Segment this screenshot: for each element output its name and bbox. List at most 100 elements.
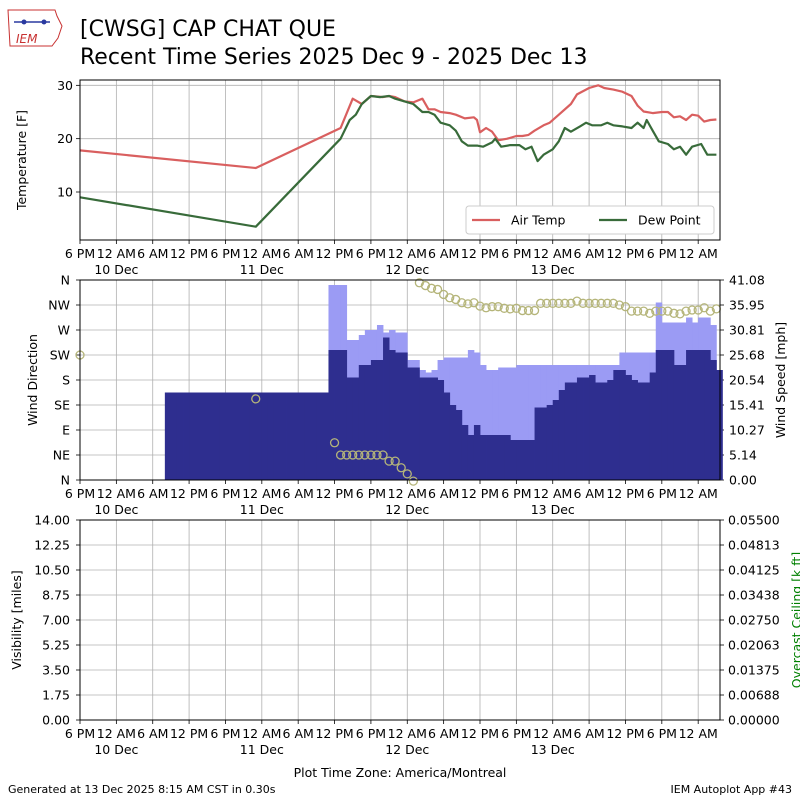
wind-direction-point <box>590 298 600 308</box>
wind-gust-bar <box>480 365 487 480</box>
wind-speed-bar <box>710 360 717 480</box>
temperature-plot-frame <box>79 79 721 241</box>
wind-direction-point <box>499 303 509 313</box>
x-tick-label: 6 AM <box>428 486 459 501</box>
wind-gust-bar <box>492 370 499 480</box>
ceiling-tick-label: 0.02063 <box>728 638 780 653</box>
wind-direction-point <box>426 283 437 293</box>
wind-speed-bar <box>395 352 402 480</box>
speed-tick-label: 5.14 <box>729 448 757 463</box>
x-date-label: 12 Dec <box>385 742 429 757</box>
wind-speed-bar <box>413 367 420 480</box>
wind-speed-bar <box>376 360 384 480</box>
wind-direction-point <box>705 306 715 316</box>
wind-gust-bar <box>510 367 517 480</box>
x-tick-label: 6 PM <box>65 726 95 741</box>
wind-speed-bar <box>431 377 438 480</box>
wind-direction-point <box>372 450 382 460</box>
wind-speed-bar <box>340 350 348 480</box>
x-tick-label: 12 AM <box>533 486 572 501</box>
x-tick-label: 12 PM <box>315 486 353 501</box>
x-tick-label: 12 AM <box>97 246 136 261</box>
wind-direction-point <box>578 298 588 308</box>
wind-direction-point <box>420 280 431 291</box>
visibility-tick-label: 7.00 <box>42 613 70 628</box>
x-tick-label: 12 AM <box>97 486 136 501</box>
x-tick-label: 12 PM <box>461 486 499 501</box>
x-date-label: 13 Dec <box>531 262 575 277</box>
direction-tick-label: SE <box>54 398 70 413</box>
wind-direction-point <box>396 463 406 473</box>
x-tick-label: 6 PM <box>647 246 677 261</box>
wind-speed-bar <box>546 405 554 480</box>
wind-direction-point <box>445 293 455 303</box>
wind-direction-point <box>493 302 503 312</box>
wind-direction-axis-label: Wind Direction <box>25 334 40 426</box>
x-tick-label: 12 AM <box>388 726 427 741</box>
x-tick-label: 6 AM <box>573 246 604 261</box>
wind-direction-point <box>481 303 491 313</box>
wind-speed-bar <box>225 392 232 480</box>
direction-tick-label: E <box>62 423 70 438</box>
visibility-tick-label: 8.75 <box>42 588 70 603</box>
visibility-panel: 0.00 1.75 3.50 5.25 7.00 8.75 10.50 12.25 14.00 0… <box>9 513 800 758</box>
wind-direction-point <box>602 298 612 308</box>
x-tick-label: 6 PM <box>647 486 677 501</box>
wind-speed-bar <box>449 405 457 480</box>
x-tick-label: 12 PM <box>461 726 499 741</box>
ceiling-tick-label: 0.05500 <box>728 513 780 528</box>
x-tick-label: 12 PM <box>170 246 208 261</box>
x-tick-label: 6 AM <box>428 726 459 741</box>
wind-speed-bar <box>564 382 572 480</box>
x-date-label: 11 Dec <box>240 502 284 517</box>
wind-speed-bar <box>261 392 269 480</box>
wind-gust-bar <box>498 367 505 480</box>
x-tick-label: 12 PM <box>606 726 644 741</box>
x-tick-label: 6 AM <box>283 726 314 741</box>
wind-direction-point <box>529 305 540 316</box>
wind-direction-point <box>620 302 631 312</box>
x-tick-label: 6 AM <box>283 486 314 501</box>
iem-logo-state-outline <box>7 9 63 47</box>
wind-direction-point <box>384 456 394 466</box>
x-tick-label: 6 PM <box>501 246 531 261</box>
x-tick-label: 12 AM <box>679 726 718 741</box>
wind-direction-point <box>408 476 418 486</box>
direction-tick-label: N <box>61 473 70 488</box>
wind-speed-bar <box>419 377 426 480</box>
wind-gust-bar <box>522 365 529 480</box>
x-tick-label: 6 AM <box>137 726 168 741</box>
wind-speed-bar <box>249 392 257 480</box>
wind-panel: N NE E SE S SW W NW N 0.00 5.14 10.27 15.41 20.54 25.6… <box>25 273 788 518</box>
wind-speed-bar <box>437 380 445 480</box>
wind-speed-bar <box>595 382 602 480</box>
wind-speed-bar <box>352 377 360 480</box>
visibility-plot-frame <box>79 519 721 721</box>
speed-tick-label: 10.27 <box>729 423 765 438</box>
x-tick-label: 12 PM <box>170 726 208 741</box>
speed-tick-label: 30.81 <box>729 323 765 338</box>
x-date-label: 10 Dec <box>94 742 138 757</box>
wind-speed-bar <box>383 337 390 480</box>
x-tick-label: 12 AM <box>388 486 427 501</box>
x-tick-label: 6 AM <box>573 486 604 501</box>
x-date-label: 13 Dec <box>531 742 575 757</box>
wind-direction-point <box>348 450 358 460</box>
wind-direction-point <box>402 469 412 479</box>
wind-speed-bar <box>528 440 535 480</box>
wind-gust-bar <box>473 352 481 480</box>
x-tick-label: 6 PM <box>356 246 386 261</box>
wind-direction-point <box>335 450 346 460</box>
wind-direction-point <box>414 278 425 288</box>
direction-tick-label: NW <box>48 298 70 313</box>
wind-speed-bar <box>255 392 263 480</box>
wind-direction-point <box>596 298 606 308</box>
wind-speed-bar <box>625 375 632 480</box>
wind-gust-bar <box>467 350 475 480</box>
temperature-tick-label: 20 <box>57 131 73 146</box>
x-tick-label: 6 PM <box>210 486 240 501</box>
wind-speed-bar <box>370 360 378 480</box>
wind-speed-bar <box>425 377 432 480</box>
